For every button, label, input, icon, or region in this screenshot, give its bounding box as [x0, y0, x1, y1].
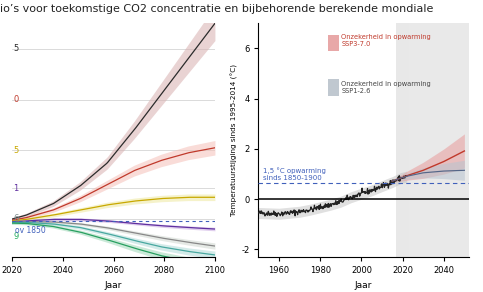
- X-axis label: Jaar: Jaar: [105, 281, 122, 290]
- Text: Onzekerheid in opwarming
SSP1-2.6: Onzekerheid in opwarming SSP1-2.6: [341, 81, 431, 94]
- Text: 1,5 °C opwarming
sinds 1850-1900: 1,5 °C opwarming sinds 1850-1900: [263, 167, 326, 181]
- Text: ov 1850: ov 1850: [14, 226, 45, 235]
- Text: io’s voor toekomstige CO2 concentratie en bijbehorende berekende mondiale: io’s voor toekomstige CO2 concentratie e…: [0, 4, 433, 14]
- Text: 9: 9: [14, 232, 18, 241]
- Bar: [328, 35, 339, 51]
- Text: 6: 6: [14, 214, 19, 223]
- Text: 0: 0: [14, 95, 18, 104]
- X-axis label: Jaar: Jaar: [355, 281, 372, 290]
- Text: 1: 1: [14, 184, 18, 193]
- Bar: [397, 23, 409, 257]
- Text: 5: 5: [14, 44, 18, 53]
- Text: 5: 5: [14, 146, 18, 155]
- Y-axis label: Temperatuurstijging sinds 1995-2014 (°C): Temperatuurstijging sinds 1995-2014 (°C): [231, 64, 238, 216]
- Bar: [328, 79, 339, 96]
- Text: Onzekerheid in opwarming
SSP3-7.0: Onzekerheid in opwarming SSP3-7.0: [341, 34, 431, 47]
- Bar: [409, 23, 469, 257]
